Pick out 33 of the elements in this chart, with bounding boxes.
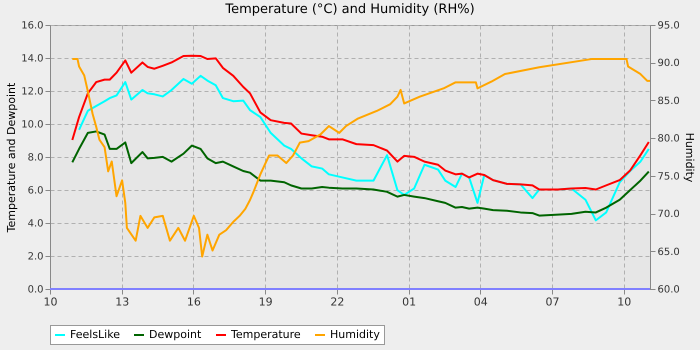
y-tick-label: 12.0 bbox=[21, 86, 44, 98]
x-tick-label: 22 bbox=[330, 296, 344, 308]
y2-tick-label: 85.0 bbox=[658, 96, 680, 107]
x-tick-label: 07 bbox=[545, 296, 560, 308]
legend-label: Temperature bbox=[230, 328, 301, 341]
y2-tick-label: 70.0 bbox=[658, 209, 680, 220]
legend-label: FeelsLike bbox=[70, 328, 120, 341]
y-tick-label: 4.0 bbox=[28, 218, 44, 230]
x-tick-label: 19 bbox=[258, 296, 273, 308]
y2-tick-label: 80.0 bbox=[658, 134, 680, 145]
y-tick-label: 14.0 bbox=[21, 54, 44, 64]
x-tick-label: 16 bbox=[186, 296, 201, 308]
y-tick-label: 10.0 bbox=[21, 120, 44, 130]
legend-label: Dewpoint bbox=[149, 328, 202, 341]
x-tick-label: 10 bbox=[44, 296, 58, 308]
y-tick-label: 0.0 bbox=[28, 284, 44, 296]
y2-tick-label: 95.0 bbox=[658, 20, 680, 32]
legend-label: Humidity bbox=[330, 328, 380, 341]
x-tick-label: 04 bbox=[474, 296, 488, 308]
x-tick-label: 13 bbox=[115, 296, 130, 308]
x-tick-label: 01 bbox=[402, 296, 416, 308]
y2-axis-title: Humidity bbox=[682, 132, 696, 183]
y2-tick-label: 90.0 bbox=[658, 58, 680, 70]
y-tick-label: 16.0 bbox=[21, 20, 44, 32]
y-axis-title: Temperature and Dewpoint bbox=[5, 82, 18, 234]
chart-title: Temperature (°C) and Humidity (RH%) bbox=[224, 2, 475, 17]
y-tick-label: 6.0 bbox=[28, 186, 44, 196]
y-tick-label: 2.0 bbox=[28, 252, 44, 262]
y-tick-label: 8.0 bbox=[28, 152, 44, 164]
y2-tick-label: 65.0 bbox=[658, 246, 680, 258]
x-tick-label: 10 bbox=[617, 296, 632, 308]
y2-tick-label: 75.0 bbox=[658, 171, 680, 182]
y2-tick-label: 60.0 bbox=[658, 284, 680, 296]
